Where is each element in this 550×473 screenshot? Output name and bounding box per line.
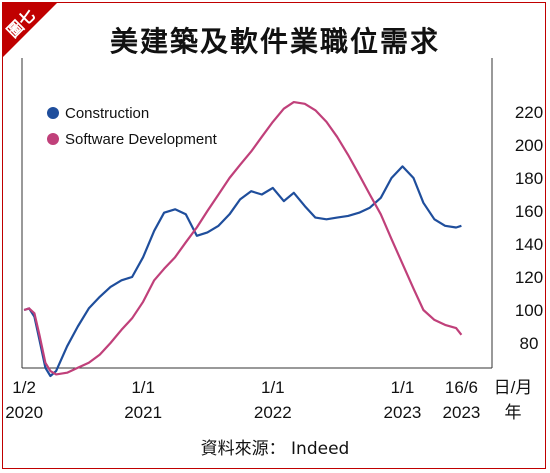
tick-labels: 80 100 120 140 160 180 200 220 1/2 2020 1/1 2021 1/1… — [5, 103, 543, 422]
x-tick-label: 1/1 — [261, 378, 285, 397]
x-tick-year: 2023 — [384, 403, 422, 422]
series-line-software-development — [23, 100, 463, 376]
x-tick-year: 2022 — [254, 403, 292, 422]
figure-badge-corner — [2, 2, 58, 58]
x-tick-year: 2021 — [124, 403, 162, 422]
y-tick-label: 140 — [515, 235, 543, 254]
legend-marker — [47, 107, 59, 119]
axes — [21, 58, 493, 369]
x-unit-label-year: 年 — [505, 403, 522, 422]
x-tick-label: 1/1 — [131, 378, 155, 397]
y-tick-label: 100 — [515, 301, 543, 320]
legend-label: Software Development — [65, 131, 218, 148]
series-line-construction — [23, 165, 462, 378]
x-tick-year: 2020 — [5, 403, 43, 422]
y-tick-label: 200 — [515, 136, 543, 155]
x-tick-year: 2023 — [443, 403, 481, 422]
x-unit-label: 日/月 — [494, 378, 533, 397]
legend-label: Construction — [65, 105, 149, 122]
y-tick-label: 220 — [515, 103, 543, 122]
x-tick-label: 16/6 — [445, 378, 478, 397]
y-tick-label: 80 — [520, 334, 539, 353]
legend: Construction Software Development — [47, 105, 218, 148]
figure-frame — [2, 2, 546, 469]
y-tick-label: 160 — [515, 202, 543, 221]
chart-title: 美建築及軟件業職位需求 — [109, 25, 440, 58]
legend-marker — [47, 133, 59, 145]
x-tick-label: 1/2 — [12, 378, 36, 397]
series-layer — [23, 100, 463, 378]
chart-source: 資料來源： Indeed — [200, 439, 350, 459]
y-tick-label: 120 — [515, 268, 543, 287]
y-tick-label: 180 — [515, 169, 543, 188]
x-tick-label: 1/1 — [391, 378, 415, 397]
